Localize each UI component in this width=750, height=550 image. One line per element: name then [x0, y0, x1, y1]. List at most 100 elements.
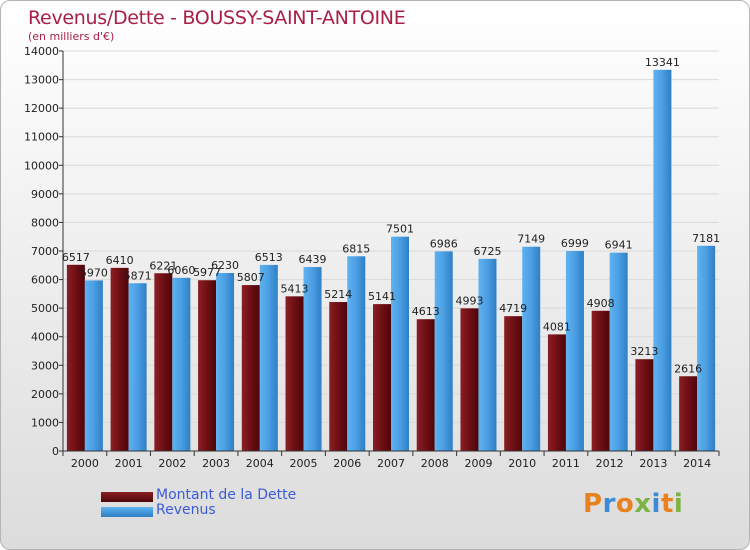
logo-letter: P — [583, 489, 603, 519]
debt-value-label: 5977 — [193, 266, 221, 279]
proxiti-logo: Proxiti — [583, 489, 683, 519]
logo-letter: o — [615, 489, 635, 519]
debt-value-label: 4993 — [455, 294, 483, 307]
debt-value-label: 5413 — [281, 282, 309, 295]
x-tick-label: 2002 — [158, 457, 186, 470]
debt-bar — [198, 280, 217, 451]
revenus-value-label: 6999 — [561, 237, 589, 250]
x-tick-label: 2006 — [333, 457, 361, 470]
revenus-value-label: 7149 — [517, 233, 545, 246]
debt-value-label: 5141 — [368, 290, 396, 303]
x-tick-label: 2004 — [246, 457, 274, 470]
x-tick-labels: 2000 2001 2002 2003 2004 2005 2006 2007 2008 2009… — [62, 451, 720, 470]
debt-value-label: 6517 — [62, 251, 90, 264]
debt-bar — [241, 285, 260, 451]
debt-value-label: 2616 — [674, 362, 702, 375]
y-tick-labels: 0 1000 2000 3000 4000 5000 6000 7000 8000 9000 100… — [24, 45, 59, 458]
debt-bar — [66, 264, 85, 451]
debt-bar — [460, 308, 479, 451]
debt-bar — [635, 359, 654, 451]
y-tick-label: 3000 — [31, 359, 59, 372]
legend-swatch-revenus — [101, 507, 153, 517]
debt-bar — [373, 304, 391, 451]
revenus-value-label: 13341 — [645, 56, 680, 69]
x-tick-label: 2013 — [639, 457, 667, 470]
x-tick-label: 2001 — [115, 457, 143, 470]
revenus-value-label: 6439 — [299, 253, 327, 266]
y-tick-label: 1000 — [31, 416, 59, 429]
debt-value-label: 6221 — [149, 259, 177, 272]
revenus-value-label: 6513 — [255, 251, 283, 264]
x-tick-label: 2005 — [290, 457, 318, 470]
revenus-value-label: 5970 — [80, 266, 108, 279]
debt-bar — [416, 319, 435, 451]
y-tick-label: 9000 — [31, 188, 59, 201]
x-tick-label: 2010 — [508, 457, 536, 470]
revenus-value-label: 6815 — [342, 242, 370, 255]
revenus-bar — [522, 246, 541, 451]
y-tick-label: 13000 — [24, 74, 59, 87]
y-tick-label: 8000 — [31, 216, 59, 229]
revenus-value-label: 7501 — [386, 223, 414, 236]
legend-swatch-debt — [101, 492, 153, 502]
revenus-value-label: 6060 — [167, 264, 195, 277]
x-tick-label: 2000 — [71, 457, 99, 470]
revenus-value-label: 6986 — [430, 237, 458, 250]
debt-value-label: 4081 — [543, 320, 571, 333]
debt-value-label: 6410 — [106, 254, 134, 267]
debt-value-label: 4719 — [499, 302, 527, 315]
debt-bar — [547, 334, 566, 451]
x-tick-label: 2003 — [202, 457, 230, 470]
debt-value-label: 4613 — [412, 305, 440, 318]
x-tick-label: 2008 — [421, 457, 449, 470]
revenus-value-label: 7181 — [692, 232, 720, 245]
y-tick-label: 2000 — [31, 388, 59, 401]
x-tick-label: 2012 — [596, 457, 624, 470]
y-tick-label: 4000 — [31, 331, 59, 344]
revenus-bar — [303, 267, 322, 451]
y-tick-label: 14000 — [24, 45, 59, 58]
revenus-value-label: 6941 — [605, 239, 633, 252]
legend-label-debt: Montant de la Dette — [156, 487, 297, 503]
revenus-bar — [653, 69, 672, 451]
y-tick-label: 7000 — [31, 245, 59, 258]
y-tick-label: 11000 — [24, 131, 59, 144]
revenus-bar — [347, 256, 366, 451]
debt-value-label: 3213 — [630, 345, 658, 358]
y-tick-label: 5000 — [31, 302, 59, 315]
bars-group — [66, 69, 716, 451]
legend-label-revenus: Revenus — [156, 502, 216, 518]
debt-bar — [285, 296, 304, 451]
chart-title: Revenus/Dette - BOUSSY-SAINT-ANTOINE — [28, 7, 406, 29]
debt-bar — [329, 302, 348, 451]
revenus-bar — [84, 280, 103, 451]
debt-value-label: 5214 — [324, 288, 352, 301]
revenus-value-label: 5871 — [124, 269, 152, 282]
logo-letter: i — [651, 489, 661, 519]
x-tick-label: 2009 — [464, 457, 492, 470]
debt-bar — [591, 310, 610, 451]
x-tick-label: 2007 — [377, 457, 405, 470]
debt-value-label: 5807 — [237, 271, 265, 284]
y-tick-label: 0 — [52, 445, 59, 458]
revenus-bar — [128, 283, 147, 451]
debt-bar — [110, 267, 129, 451]
y-tick-label: 12000 — [24, 102, 59, 115]
y-tick-label: 6000 — [31, 274, 59, 287]
revenus-bar — [478, 258, 497, 451]
logo-letter: x — [634, 489, 652, 519]
logo-letter: t — [660, 489, 674, 519]
debt-bar — [679, 376, 698, 451]
revenus-bar — [391, 236, 409, 451]
revenus-value-label: 6230 — [211, 259, 239, 272]
debt-value-label: 4908 — [587, 297, 615, 310]
axes-group — [62, 51, 719, 452]
revenus-bar — [697, 245, 716, 451]
debt-bar — [154, 273, 173, 451]
revenus-bar — [609, 252, 628, 451]
debt-bar — [504, 316, 523, 451]
logo-letter: r — [602, 489, 616, 519]
